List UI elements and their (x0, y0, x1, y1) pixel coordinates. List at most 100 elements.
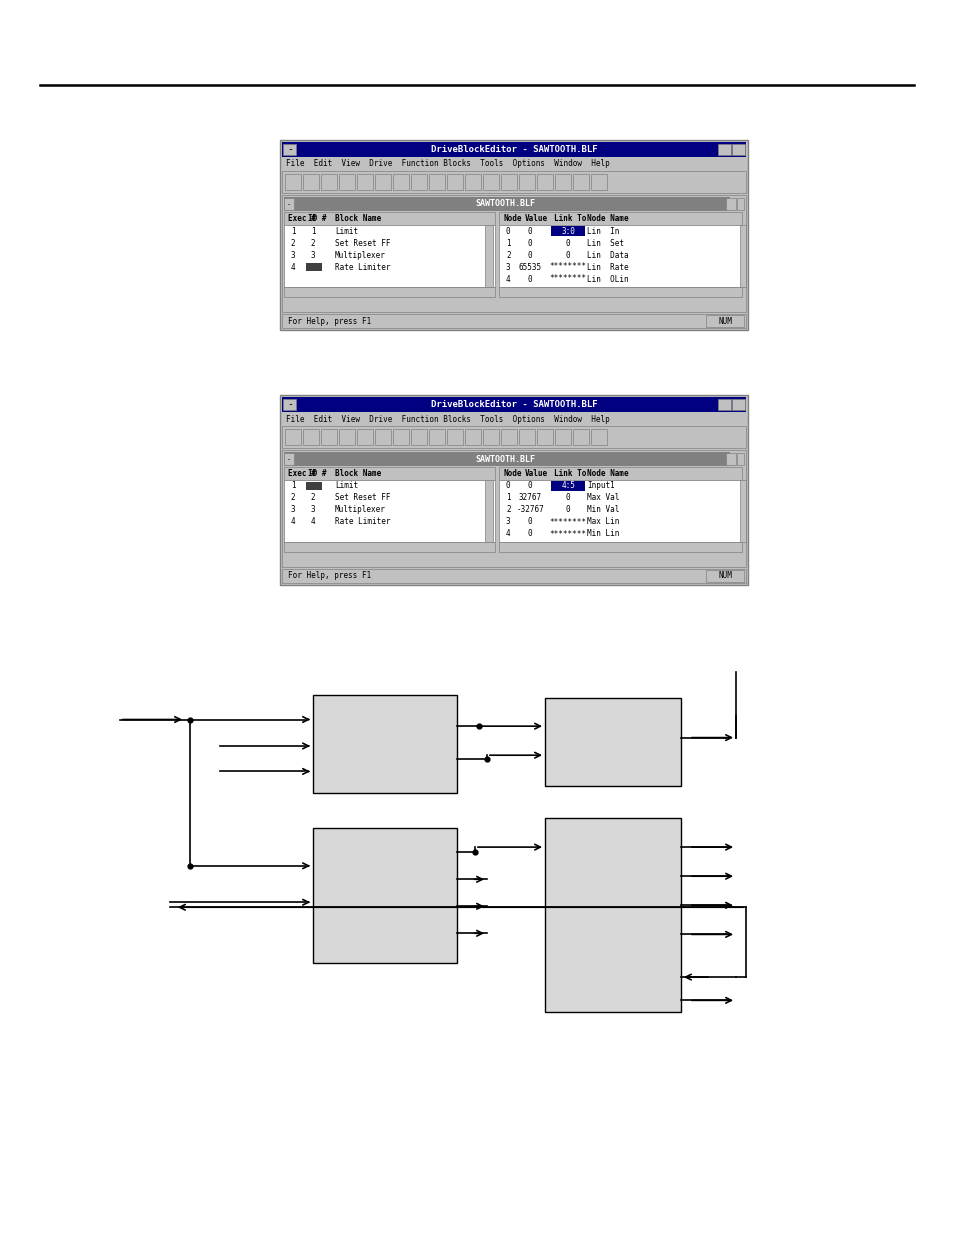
Bar (283, 144, 295, 156)
Bar (375, 174, 391, 190)
Text: Rate Limiter: Rate Limiter (335, 263, 390, 272)
Bar (544, 818, 680, 1011)
Bar (498, 225, 741, 287)
Text: 3:0: 3:0 (560, 226, 575, 236)
Bar (537, 174, 553, 190)
Text: Exec #: Exec # (288, 469, 315, 478)
Text: Max Lin: Max Lin (587, 517, 619, 526)
Bar (303, 174, 318, 190)
Text: Limit: Limit (335, 482, 357, 490)
Bar (725, 453, 735, 466)
Bar (411, 174, 427, 190)
Text: 0: 0 (527, 238, 532, 247)
Bar (573, 429, 588, 445)
Bar (482, 429, 498, 445)
Bar (282, 450, 745, 567)
Text: Block Name: Block Name (335, 214, 381, 224)
Text: DriveBlockEditor - SAWTOOTH.BLF: DriveBlockEditor - SAWTOOTH.BLF (430, 144, 597, 154)
Bar (393, 174, 409, 190)
Bar (393, 429, 409, 445)
Bar (282, 426, 745, 448)
Text: Lin  OLin: Lin OLin (587, 274, 628, 284)
Text: 1: 1 (291, 482, 295, 490)
Bar (447, 174, 462, 190)
Text: -: - (287, 456, 291, 462)
Bar (320, 429, 336, 445)
Text: -32767: -32767 (516, 505, 543, 515)
Text: 3: 3 (311, 505, 315, 515)
Bar (284, 467, 495, 480)
Bar (518, 174, 535, 190)
Text: 0: 0 (527, 530, 532, 538)
Text: File  Edit  View  Drive  Function Blocks  Tools  Options  Window  Help: File Edit View Drive Function Blocks Too… (286, 159, 609, 168)
Bar (737, 198, 743, 210)
Bar (282, 314, 745, 329)
Text: Node: Node (503, 469, 521, 478)
Bar (447, 429, 462, 445)
Text: Lin  Data: Lin Data (587, 251, 628, 259)
Text: Link To: Link To (554, 214, 586, 224)
Bar (306, 263, 322, 270)
Text: 0: 0 (565, 251, 570, 259)
Text: Node Name: Node Name (587, 214, 628, 224)
Text: ********: ******** (549, 263, 586, 272)
Bar (537, 429, 553, 445)
Text: -: - (287, 399, 293, 410)
Bar (429, 429, 444, 445)
Bar (303, 429, 318, 445)
Text: NUM: NUM (718, 316, 731, 326)
Text: Node Name: Node Name (587, 469, 628, 478)
Bar (284, 198, 729, 211)
Text: 0: 0 (565, 238, 570, 247)
Text: 0: 0 (527, 251, 532, 259)
Bar (356, 429, 373, 445)
Text: 3: 3 (505, 517, 510, 526)
Text: ********: ******** (549, 530, 586, 538)
Text: 32767: 32767 (518, 494, 541, 503)
Text: 0: 0 (565, 505, 570, 515)
Bar (551, 480, 585, 492)
Bar (284, 452, 729, 466)
Text: Exec #: Exec # (288, 214, 315, 224)
Bar (338, 429, 355, 445)
Bar (285, 429, 301, 445)
Bar (590, 174, 606, 190)
Text: 2: 2 (311, 494, 315, 503)
Bar (718, 399, 730, 410)
Text: ********: ******** (549, 517, 586, 526)
Bar (282, 569, 745, 583)
Text: For Help, press F1: For Help, press F1 (288, 316, 371, 326)
Bar (313, 695, 456, 793)
Text: Limit: Limit (335, 226, 357, 236)
Text: Block Name: Block Name (335, 469, 381, 478)
Text: Value: Value (525, 469, 548, 478)
Text: 2: 2 (505, 251, 510, 259)
Text: 0: 0 (527, 517, 532, 526)
Text: ********: ******** (549, 274, 586, 284)
Bar (313, 827, 456, 963)
Text: DriveBlockEditor - SAWTOOTH.BLF: DriveBlockEditor - SAWTOOTH.BLF (430, 400, 597, 409)
Text: 2: 2 (505, 505, 510, 515)
Bar (338, 174, 355, 190)
Bar (485, 225, 493, 287)
Bar (551, 226, 585, 236)
Text: NUM: NUM (718, 572, 731, 580)
Text: 0: 0 (565, 494, 570, 503)
Bar (498, 480, 741, 542)
Text: 3: 3 (291, 505, 295, 515)
Bar (705, 315, 743, 327)
Text: 4: 4 (291, 263, 295, 272)
Bar (740, 480, 745, 542)
Text: SAWTOOTH.BLF: SAWTOOTH.BLF (475, 200, 535, 209)
Text: 0: 0 (505, 226, 510, 236)
Text: Set Reset FF: Set Reset FF (335, 494, 390, 503)
Bar (544, 698, 680, 785)
Bar (320, 174, 336, 190)
Bar (280, 395, 747, 585)
Bar (282, 170, 745, 193)
Bar (284, 480, 495, 542)
Text: ID #: ID # (308, 214, 326, 224)
Text: 0: 0 (527, 226, 532, 236)
Bar (284, 198, 294, 210)
Text: File  Edit  View  Drive  Function Blocks  Tools  Options  Window  Help: File Edit View Drive Function Blocks Too… (286, 415, 609, 424)
